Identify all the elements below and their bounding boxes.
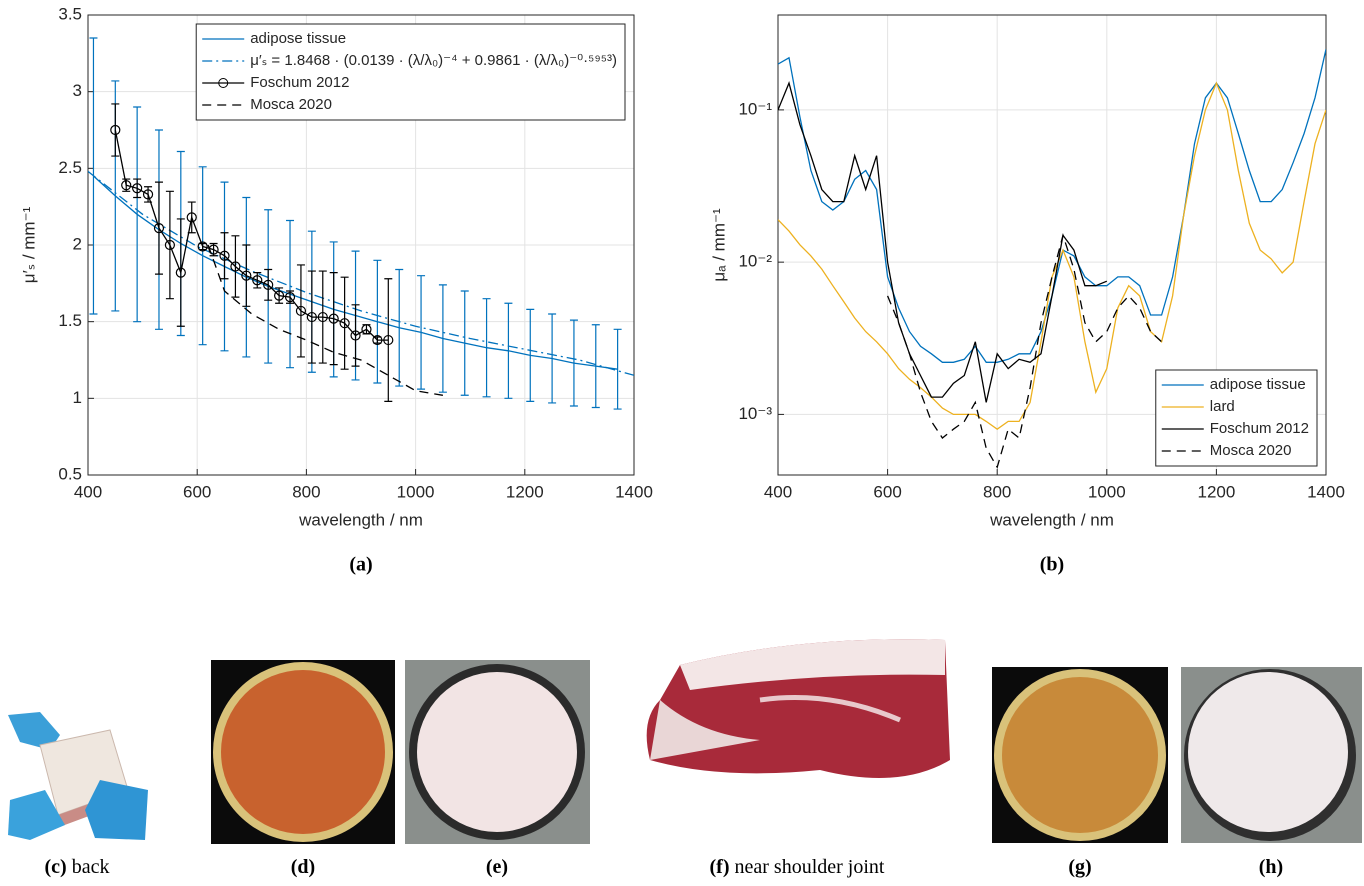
caption-text: back [72, 856, 110, 878]
x-tick-label: 1400 [615, 482, 653, 501]
y-tick-label: 2 [73, 234, 82, 253]
chart-caption: (a) [349, 554, 372, 576]
x-tick-label: 1400 [1307, 482, 1345, 501]
chart: (c) back (d) (e) (f) near shoulder joint… [0, 0, 1364, 886]
legend-label: Mosca 2020 [250, 96, 332, 113]
x-axis-label: wavelength / nm [298, 510, 423, 529]
figure: (c) back (d) (e) (f) near shoulder joint… [0, 0, 1364, 886]
x-tick-label: 400 [74, 482, 102, 501]
caption-tag: (f) [710, 856, 730, 878]
legend-label: Foschum 2012 [250, 74, 349, 91]
caption-tag: (h) [1259, 856, 1283, 878]
legend: adipose tissue lard Foschum 2012 Mosca 2020 [1156, 370, 1317, 466]
photo-sample-e [405, 660, 590, 844]
legend-label: Mosca 2020 [1210, 442, 1292, 459]
photo-caption: (f) near shoulder joint [710, 856, 885, 878]
x-tick-label: 600 [183, 482, 211, 501]
photo-caption: (e) [486, 856, 508, 878]
caption-tag: (e) [486, 856, 508, 878]
caption-tag: (d) [291, 856, 315, 878]
legend-label: lard [1210, 398, 1235, 415]
x-tick-label: 1200 [506, 482, 544, 501]
y-tick-label: 1.5 [58, 311, 82, 330]
legend: adipose tissue μ′ₛ = 1.8468 · (0.0139 · (… [196, 24, 625, 120]
photo-sample-g [992, 667, 1168, 843]
x-axis-label: wavelength / nm [989, 510, 1114, 529]
x-tick-label: 1200 [1197, 482, 1235, 501]
x-tick-label: 800 [292, 482, 320, 501]
legend-label: μ′ₛ = 1.8468 · (0.0139 · (λ/λ₀)⁻⁴ + 0.98… [250, 52, 617, 69]
photo-meat [647, 639, 950, 778]
y-tick-label: 3 [73, 81, 82, 100]
legend-label: Foschum 2012 [1210, 420, 1309, 437]
x-tick-label: 600 [873, 482, 901, 501]
photo-sample-d [211, 660, 395, 844]
caption-tag: (c) [45, 856, 67, 878]
photo-caption: (d) [291, 856, 315, 878]
y-tick-label: 10⁻¹ [738, 99, 772, 118]
x-tick-label: 400 [764, 482, 792, 501]
caption-tag: (g) [1068, 856, 1091, 878]
y-tick-label: 3.5 [58, 4, 82, 23]
plot: 400 600 800 1000 1200 1400 0.5 1 1.5 2 2.5 3 3.5 wave… [19, 4, 652, 575]
y-tick-label: 10⁻³ [738, 404, 772, 423]
y-tick-label: 0.5 [58, 464, 82, 483]
chart-caption: (b) [1040, 554, 1064, 576]
y-tick-label: 1 [73, 388, 82, 407]
legend-label: adipose tissue [250, 30, 346, 47]
y-axis-label: μₐ / mm⁻¹ [709, 208, 728, 282]
photo-caption: (c) back [45, 856, 110, 878]
x-tick-label: 800 [983, 482, 1011, 501]
plot: 400 600 800 1000 1200 1400 10⁻³ 10⁻² 10⁻¹ wavelen… [709, 15, 1344, 576]
photo-caption: (g) [1068, 856, 1091, 878]
x-tick-label: 1000 [397, 482, 435, 501]
photo-sample-h [1181, 667, 1362, 843]
y-axis-label: μ′ₛ / mm⁻¹ [19, 206, 38, 283]
legend-label: adipose tissue [1210, 376, 1306, 393]
photo-caption: (h) [1259, 856, 1283, 878]
caption-text: near shoulder joint [735, 856, 885, 878]
photo-back [5, 710, 150, 842]
y-tick-label: 2.5 [58, 158, 82, 177]
y-tick-label: 10⁻² [738, 252, 772, 271]
x-tick-label: 1000 [1088, 482, 1126, 501]
